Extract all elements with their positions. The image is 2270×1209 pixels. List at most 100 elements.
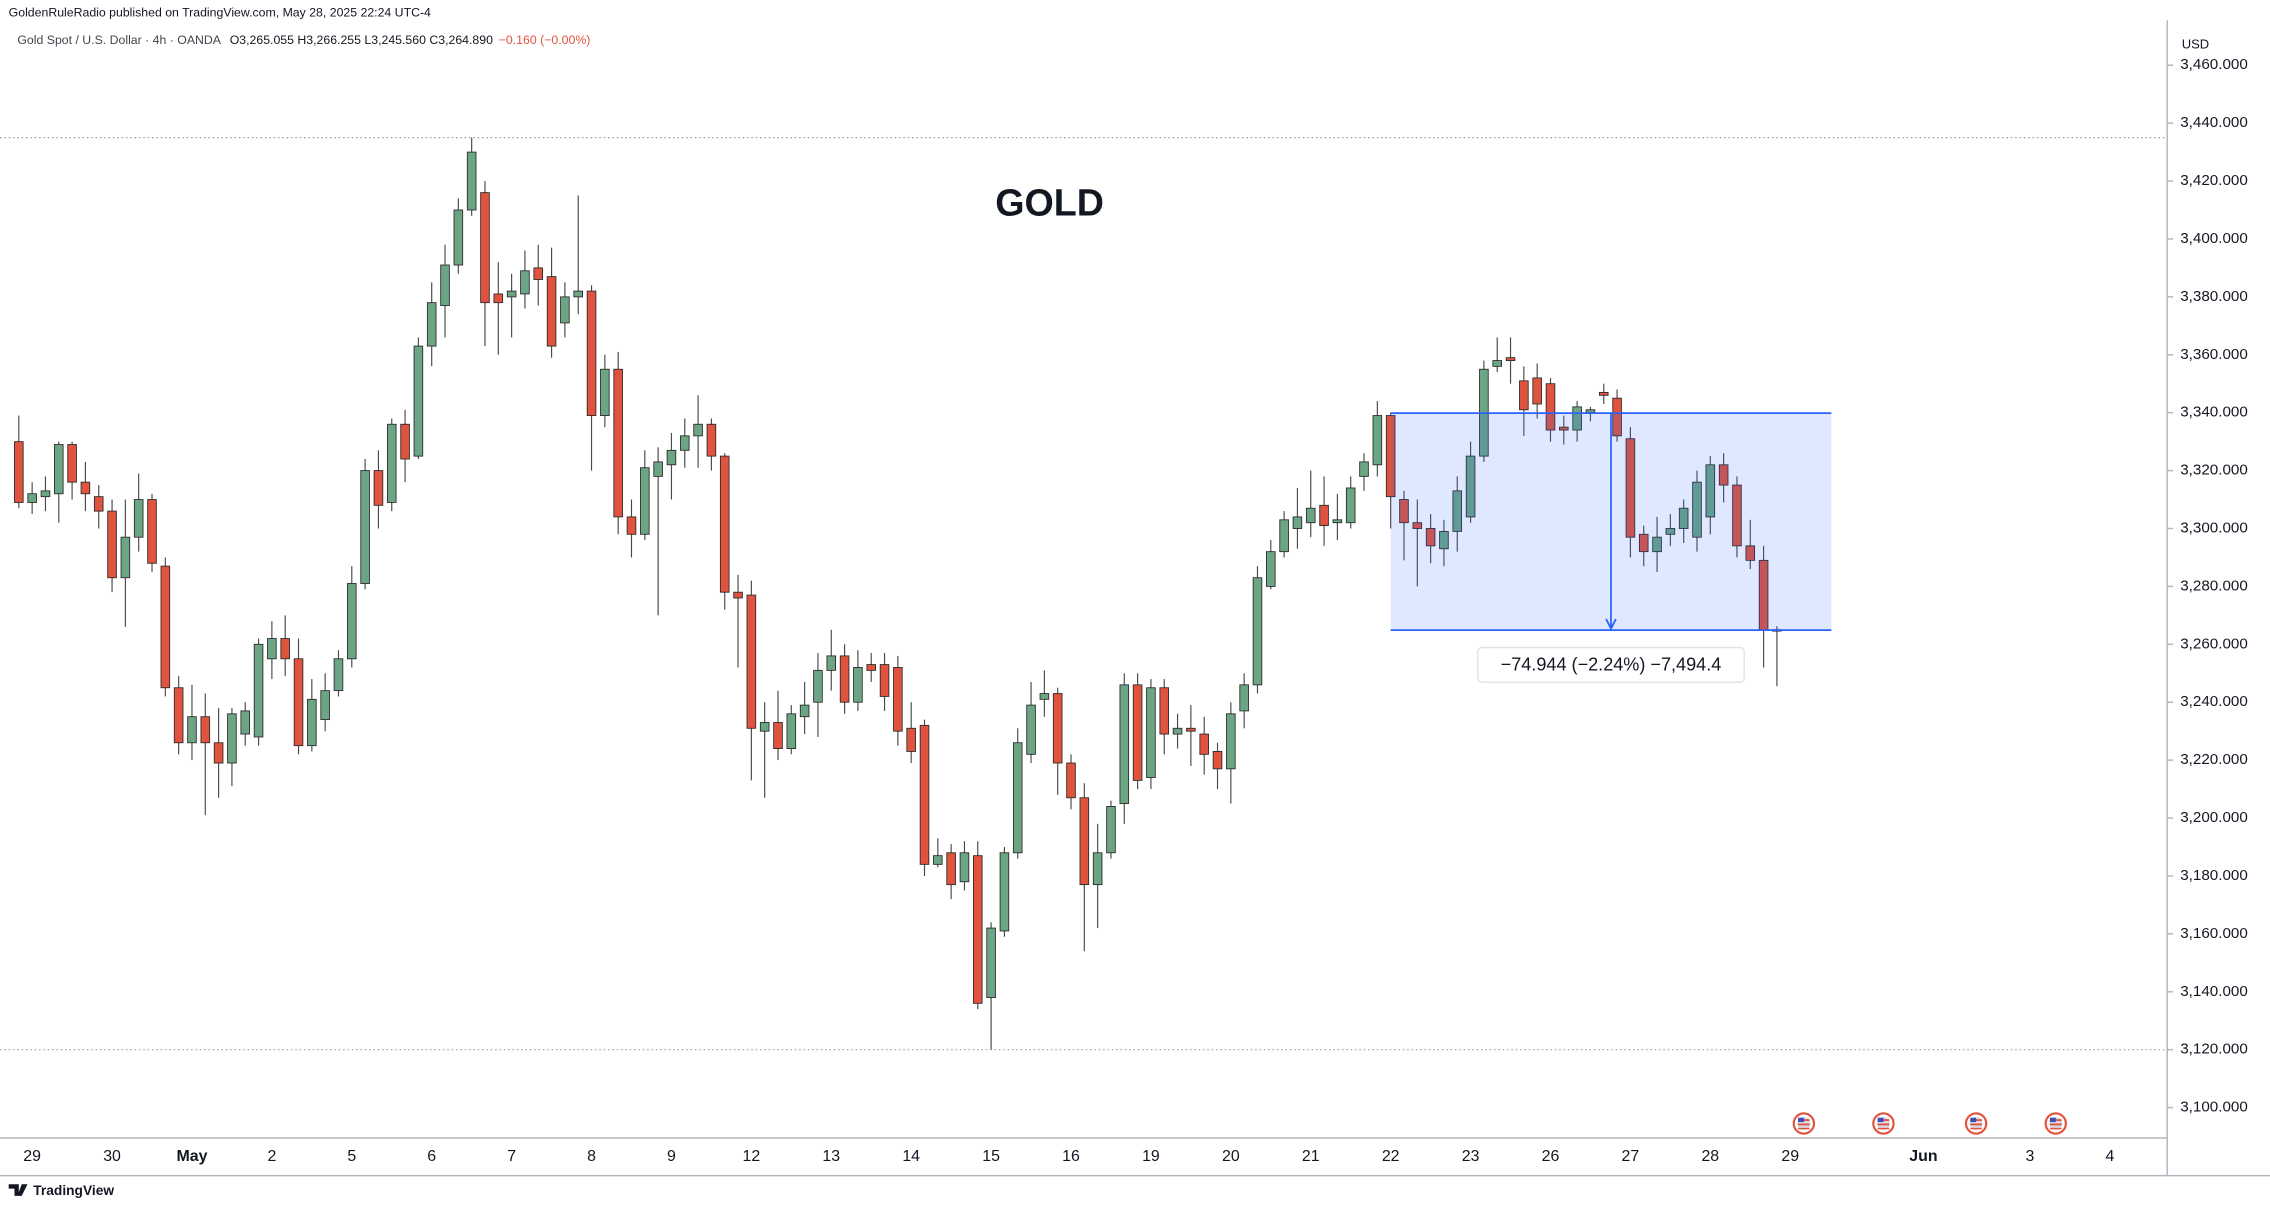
candle-body	[1745, 545, 1756, 561]
y-tick-label: 3,300.000	[2180, 520, 2248, 537]
candle	[40, 476, 51, 512]
x-tick-label: Jun	[1909, 1148, 1937, 1165]
y-tick-label: 3,360.000	[2180, 346, 2248, 363]
candle	[959, 841, 970, 891]
candle-body	[1439, 530, 1449, 550]
chart-title: GOLD	[995, 182, 1104, 224]
x-tick-label: 7	[507, 1148, 516, 1165]
x-tick-label: 2	[267, 1148, 276, 1165]
candle-body	[640, 467, 650, 535]
candle	[413, 337, 424, 460]
candle-body	[1186, 727, 1196, 732]
candle	[1718, 453, 1729, 503]
candle	[426, 282, 437, 367]
candle	[693, 395, 703, 468]
candle-body	[1146, 687, 1156, 778]
candle	[1319, 476, 1329, 546]
candle-body	[1052, 693, 1063, 764]
candle-body	[773, 722, 783, 749]
candle-body	[826, 655, 837, 671]
y-tick-label: 3,440.000	[2180, 114, 2248, 131]
candle	[1279, 511, 1289, 558]
candle	[1106, 800, 1116, 859]
candle-body	[213, 742, 224, 764]
candle-body	[973, 855, 983, 1004]
candle-body	[160, 565, 171, 689]
candle-body	[1159, 687, 1170, 735]
candle-body	[240, 710, 251, 735]
x-tick-label: 19	[1142, 1148, 1160, 1165]
candle	[373, 450, 384, 529]
candle-body	[453, 209, 464, 266]
candle-body	[1132, 684, 1143, 781]
candle	[999, 846, 1010, 937]
candle-body	[466, 151, 477, 211]
candle-body	[93, 496, 104, 512]
candle-body	[1598, 391, 1609, 396]
candle	[360, 459, 370, 590]
candle	[67, 441, 77, 500]
candle	[1638, 525, 1649, 567]
candle-body	[786, 713, 797, 749]
candle-body	[1678, 507, 1689, 529]
candle	[1305, 470, 1316, 538]
event-icons	[1792, 1112, 2067, 1135]
candle-body	[1359, 461, 1369, 477]
candle-body	[347, 583, 357, 660]
candle	[1372, 401, 1383, 477]
candle-body	[1532, 377, 1542, 405]
y-tick-label: 3,400.000	[2180, 230, 2248, 247]
candle	[640, 450, 650, 541]
candle	[280, 615, 290, 677]
candle	[1039, 670, 1050, 717]
candle-body	[959, 852, 970, 883]
candle	[586, 285, 597, 471]
candle-body	[360, 470, 370, 584]
candle	[626, 499, 637, 558]
candle-body	[333, 658, 344, 692]
candle	[1052, 687, 1063, 795]
candle-body	[919, 724, 930, 865]
candle-body	[1266, 551, 1276, 587]
candle-body	[573, 290, 583, 298]
candle-body	[187, 716, 197, 744]
candle-body	[600, 368, 610, 417]
x-tick-label: 23	[1462, 1148, 1480, 1165]
candle	[1079, 783, 1090, 952]
candle	[1625, 427, 1636, 558]
candle-body	[1612, 397, 1622, 437]
candle	[1146, 679, 1156, 790]
candle-body	[1066, 762, 1076, 799]
x-tick-label: 12	[743, 1148, 761, 1165]
candle-body	[40, 490, 51, 498]
currency-box	[2175, 31, 2256, 58]
candle-body	[147, 499, 157, 564]
candle	[1439, 519, 1449, 567]
candle-body	[27, 493, 37, 503]
candle-body	[613, 368, 623, 518]
candle-body	[693, 423, 703, 437]
x-tick-label: 6	[427, 1148, 436, 1165]
candle	[1172, 713, 1183, 749]
candle	[1505, 337, 1516, 384]
event-icon	[2044, 1112, 2067, 1135]
y-tick-label: 3,420.000	[2180, 172, 2248, 189]
y-tick-label: 3,120.000	[2180, 1041, 2248, 1058]
candle-body	[440, 264, 450, 306]
candle	[493, 262, 504, 355]
candle-body	[799, 704, 810, 718]
candle	[653, 447, 663, 616]
candle	[1745, 519, 1756, 570]
event-icon	[1964, 1112, 1988, 1135]
candle	[1612, 389, 1622, 442]
candle	[1159, 679, 1170, 755]
candle	[1119, 673, 1130, 824]
candle	[1598, 383, 1609, 404]
candle-body	[320, 690, 330, 721]
candle-body	[1172, 727, 1183, 735]
ohlc-values: O3,265.055 H3,266.255 L3,245.560 C3,264.…	[230, 33, 493, 47]
currency: USD	[2182, 36, 2209, 51]
candle	[240, 702, 251, 746]
candle	[1345, 476, 1356, 529]
